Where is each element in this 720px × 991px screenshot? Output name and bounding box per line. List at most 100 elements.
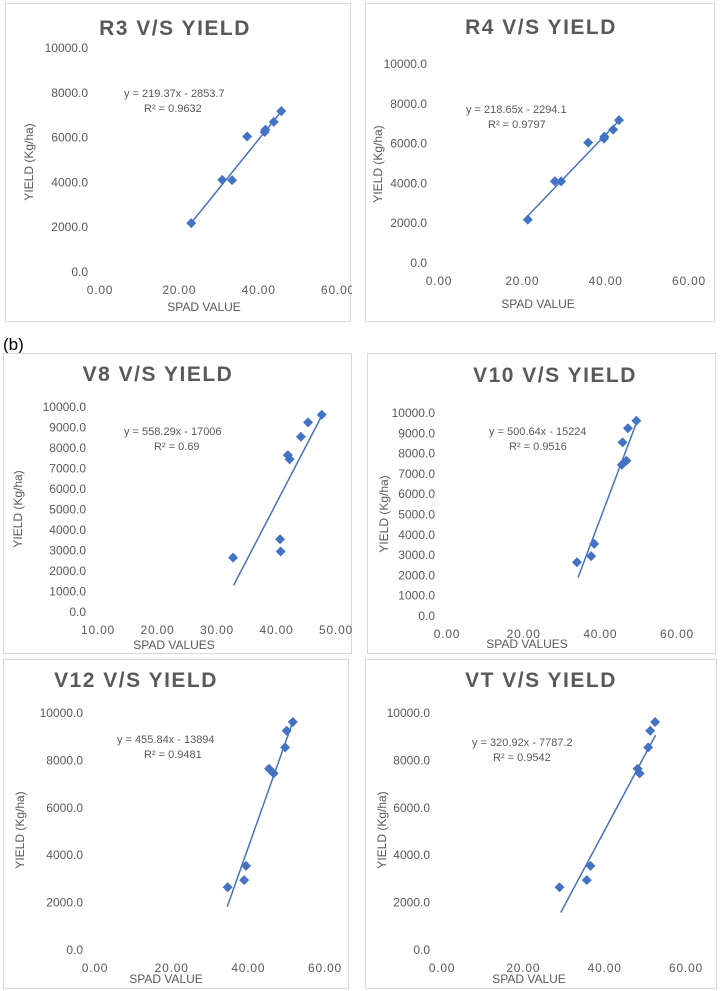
y-tick-label: 10000.0 — [43, 400, 87, 414]
x-axis-label: SPAD VALUE — [167, 300, 241, 314]
x-tick-label: 30.00 — [200, 623, 234, 637]
chart-svg: VT V/S YIELD 0.0 2000.0 4000.0 6000.0 8000.0 1… — [375, 669, 703, 986]
x-tick-label: 0.00 — [429, 961, 456, 975]
y-tick-label: 2000.0 — [51, 220, 88, 234]
x-tick-label: 40.00 — [589, 274, 623, 288]
chart-svg: V10 V/S YIELD 0.0 1000.0 2000.0 3000.0 4000.0… — [377, 364, 694, 651]
y-axis-label: YIELD (Kg/ha) — [13, 791, 27, 868]
trendline-equation: y = 500.64x - 15224 — [489, 426, 587, 438]
x-axis-label: SPAD VALUE — [492, 972, 566, 986]
x-tick-label: 60.00 — [660, 627, 694, 641]
y-tick-label: 4000.0 — [393, 848, 430, 862]
y-axis-label: YIELD (Kg/ha) — [377, 475, 391, 552]
y-tick-label: 4000.0 — [49, 523, 86, 537]
chart-panel-5: V12 V/S YIELD 0.0 2000.0 4000.0 6000.0 8000.0… — [3, 659, 349, 989]
y-tick-label: 4000.0 — [398, 528, 435, 542]
trendline — [226, 722, 294, 907]
chart-title: V8 V/S YIELD — [83, 363, 234, 386]
y-tick-label: 8000.0 — [49, 441, 86, 455]
y-tick-label: 5000.0 — [398, 508, 435, 522]
r-squared-label: R² = 0.9797 — [488, 119, 546, 131]
data-point — [549, 176, 560, 187]
trendline-equation: y = 218.65x - 2294.1 — [466, 104, 567, 116]
y-tick-label: 8000.0 — [390, 97, 427, 111]
y-tick-label: 8000.0 — [393, 753, 430, 767]
y-tick-label: 3000.0 — [49, 544, 86, 558]
data-point — [643, 742, 654, 753]
y-tick-label: 2000.0 — [398, 568, 435, 582]
trendline-equation: y = 219.37x - 2853.7 — [124, 88, 225, 100]
y-tick-label: 6000.0 — [393, 801, 430, 815]
chart-svg: V12 V/S YIELD 0.0 2000.0 4000.0 6000.0 8000.0… — [13, 669, 342, 986]
x-tick-label: 60.00 — [669, 961, 703, 975]
chart-panel-6: VT V/S YIELD 0.0 2000.0 4000.0 6000.0 8000.0 1… — [365, 659, 717, 989]
chart-svg: R4 V/S YIELD 0.0 2000.0 4000.0 6000.0 8000.0 1… — [371, 16, 706, 311]
data-point — [634, 768, 645, 779]
y-tick-label: 0.0 — [413, 943, 430, 957]
chart-panel-1: R3 V/S YIELD 0.0 2000.0 4000.0 6000.0 8000.0 1… — [5, 3, 352, 322]
y-tick-label: 2000.0 — [390, 216, 427, 230]
r-squared-label: R² = 0.9542 — [493, 752, 551, 764]
data-point — [608, 124, 619, 135]
y-tick-label: 0.0 — [418, 609, 435, 623]
y-tick-label: 5000.0 — [49, 503, 86, 517]
data-point — [217, 174, 228, 185]
section-label-b: (b) — [3, 335, 24, 354]
y-tick-label: 9000.0 — [49, 421, 86, 435]
data-point — [241, 860, 252, 871]
x-axis-label: SPAD VALUE — [501, 297, 575, 311]
data-point — [589, 538, 600, 549]
data-point — [645, 725, 656, 736]
x-tick-label: 20.00 — [155, 961, 189, 975]
data-point — [227, 175, 238, 186]
y-tick-label: 2000.0 — [49, 564, 86, 578]
y-axis-label: YIELD (Kg/ha) — [22, 123, 36, 200]
data-point — [599, 131, 610, 142]
y-tick-label: 3000.0 — [398, 548, 435, 562]
y-tick-label: 4000.0 — [390, 176, 427, 190]
data-point — [522, 214, 533, 225]
y-tick-label: 0.0 — [66, 943, 83, 957]
y-tick-label: 8000.0 — [398, 447, 435, 461]
data-point — [614, 115, 624, 126]
x-tick-label: 20.00 — [140, 623, 174, 637]
x-tick-label: 40.00 — [231, 961, 265, 975]
y-tick-label: 0.0 — [410, 256, 427, 270]
data-point — [316, 409, 327, 420]
data-point — [242, 131, 253, 142]
x-axis-label: SPAD VALUE — [129, 972, 203, 986]
y-tick-label: 6000.0 — [390, 137, 427, 151]
x-tick-label: 40.00 — [259, 623, 293, 637]
x-tick-label: 0.00 — [87, 283, 114, 297]
y-tick-label: 10000.0 — [40, 706, 84, 720]
x-tick-label: 20.00 — [505, 274, 539, 288]
trendline — [232, 415, 323, 586]
data-point — [275, 534, 286, 545]
y-tick-label: 7000.0 — [49, 462, 86, 476]
chart-panel-2: R4 V/S YIELD 0.0 2000.0 4000.0 6000.0 8000.0 1… — [365, 3, 715, 322]
x-tick-label: 60.00 — [308, 961, 342, 975]
data-point — [650, 717, 661, 728]
data-point — [556, 176, 567, 187]
y-tick-label: 9000.0 — [398, 426, 435, 440]
data-point — [284, 454, 295, 465]
chart-svg: V8 V/S YIELD 0.0 1000.0 2000.0 3000.0 4000.0 5… — [11, 363, 352, 652]
trendline — [188, 109, 284, 226]
x-tick-label: 20.00 — [506, 961, 540, 975]
x-tick-label: 60.00 — [672, 274, 706, 288]
trendline — [577, 421, 638, 578]
data-point — [287, 717, 298, 728]
x-tick-label: 0.00 — [426, 274, 453, 288]
y-tick-label: 10000.0 — [387, 706, 431, 720]
trendline — [560, 734, 657, 913]
chart-title: V10 V/S YIELD — [473, 364, 637, 387]
x-tick-label: 20.00 — [507, 627, 541, 641]
y-tick-label: 4000.0 — [46, 848, 83, 862]
y-tick-label: 0.0 — [71, 265, 88, 279]
y-tick-label: 10000.0 — [392, 406, 436, 420]
y-tick-label: 0.0 — [69, 605, 86, 619]
data-point — [581, 875, 592, 886]
chart-title: V12 V/S YIELD — [54, 669, 218, 692]
r-squared-label: R² = 0.69 — [154, 441, 200, 453]
r-squared-label: R² = 0.9481 — [144, 749, 202, 761]
